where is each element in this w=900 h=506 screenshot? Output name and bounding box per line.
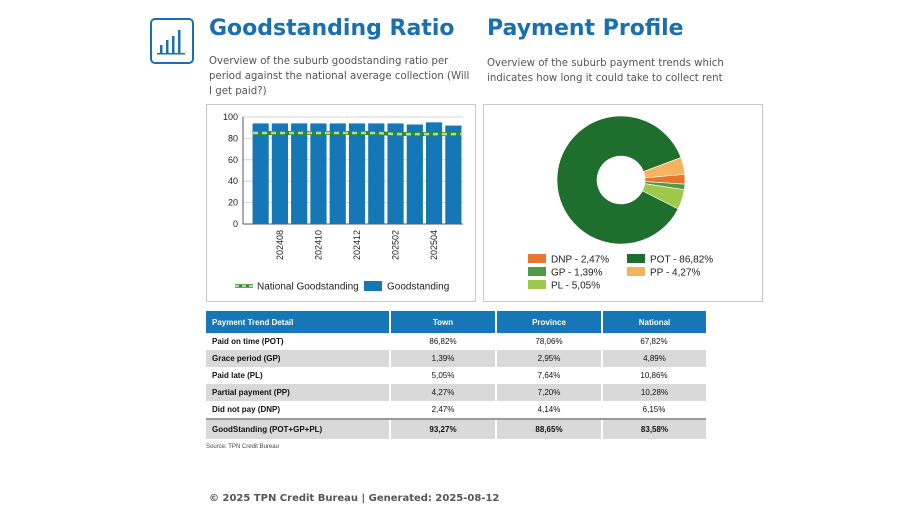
table-row: Grace period (GP) 1,39% 2,95% 4,89% (206, 350, 706, 367)
town-value: 86,82% (429, 337, 457, 346)
national-value: 67,82% (640, 337, 668, 346)
x-tick-label: 202502 (391, 230, 401, 260)
payment-profile-chart-panel: DNP - 2,47% POT - 86,82% GP - 1,39% PP - 4,… (483, 104, 763, 302)
y-tick-label: 20 (228, 198, 238, 208)
province-total: 88,65% (495, 418, 602, 439)
y-tick-label: 60 (228, 155, 238, 165)
goodstanding-bar (406, 124, 423, 224)
donut-slice-pot (556, 115, 682, 245)
donut-slice-pp (643, 157, 686, 179)
header-town: Town (389, 311, 496, 333)
x-tick-label: 202410 (313, 230, 323, 260)
row-label: Grace period (GP) (206, 350, 390, 367)
legend-label-pot: POT - 86,82% (650, 255, 713, 266)
goodstanding-bar (387, 123, 404, 224)
town-value: 1,39% (389, 350, 496, 367)
payment-profile-description: Overview of the suburb payment trends wh… (487, 58, 724, 84)
table-header-row: Payment Trend Detail Town Province Natio… (206, 311, 706, 333)
table-total-row: GoodStanding (POT+GP+PL) 93,27% 88,65% 8… (206, 418, 706, 439)
goodstanding-bar (368, 123, 385, 224)
goodstanding-bar-chart: 0 20 40 60 80 100 202408 202410 202412 202502 2025… (223, 112, 463, 293)
row-label: Partial payment (PP) (206, 384, 390, 401)
legend-national-label: National Goodstanding (257, 282, 359, 293)
goodstanding-bar (271, 123, 289, 224)
x-tick-label: 202412 (352, 230, 362, 260)
goodstanding-description: Overview of the suburb goodstanding rati… (209, 56, 470, 97)
national-value: 4,89% (601, 350, 706, 367)
province-value: 78,06% (535, 337, 563, 346)
x-tick-label: 202504 (429, 230, 439, 260)
goodstanding-bar (348, 123, 366, 224)
legend-swatch-gp (528, 267, 546, 276)
header-province: Province (495, 311, 602, 333)
y-tick-label: 80 (228, 133, 238, 143)
table-row: Partial payment (PP) 4,27% 7,20% 10,28% (206, 384, 706, 401)
payment-trend-table: Payment Trend Detail Town Province Natio… (206, 311, 706, 439)
national-value: 10,86% (640, 371, 668, 380)
bar-chart-icon (150, 18, 194, 64)
payment-profile-donut-chart: DNP - 2,47% POT - 86,82% GP - 1,39% PP - 4,… (528, 115, 713, 292)
legend-label-dnp: DNP - 2,47% (551, 255, 609, 266)
row-label: Paid late (PL) (212, 371, 263, 380)
national-total: 83,58% (601, 418, 706, 439)
table-row: Paid late (PL) 5,05% 7,64% 10,86% (206, 367, 706, 384)
national-value: 10,28% (601, 384, 706, 401)
row-label: Did not pay (DNP) (212, 405, 280, 414)
y-tick-label: 40 (228, 176, 238, 186)
footer-text: © 2025 TPN Credit Bureau | Generated: 20… (209, 493, 500, 504)
goodstanding-chart-panel: 0 20 40 60 80 100 202408 202410 202412 202502 2025… (206, 104, 476, 302)
town-total: 93,27% (389, 418, 496, 439)
province-value: 4,14% (537, 405, 561, 414)
goodstanding-bar (310, 123, 327, 224)
legend-goodstanding-label: Goodstanding (387, 282, 449, 293)
province-value: 7,64% (537, 371, 561, 380)
x-tick-label: 202408 (275, 230, 285, 260)
source-note: Source: TPN Credit Bureau (206, 444, 279, 450)
town-value: 2,47% (431, 405, 455, 414)
table-row: Did not pay (DNP) 2,47% 4,14% 6,15% (206, 401, 706, 419)
goodstanding-bar (329, 123, 346, 224)
national-goodstanding-line-dash (253, 131, 461, 136)
legend-swatch-pp (627, 267, 645, 276)
goodstanding-bar (252, 123, 269, 224)
y-tick-label: 100 (223, 112, 238, 122)
goodstanding-bar (445, 125, 462, 224)
national-value: 6,15% (642, 405, 666, 414)
goodstanding-title: Goodstanding Ratio (209, 16, 455, 41)
legend-swatch-dnp (528, 254, 546, 263)
legend-label-gp: GP - 1,39% (551, 268, 603, 279)
province-value: 7,20% (495, 384, 602, 401)
header-national: National (601, 311, 706, 333)
table-row: Paid on time (POT) 86,82% 78,06% 67,82% (206, 333, 706, 350)
y-tick-label: 0 (233, 219, 238, 229)
row-label: Paid on time (POT) (212, 337, 284, 346)
town-value: 4,27% (389, 384, 496, 401)
header-payment-trend-detail: Payment Trend Detail (206, 311, 390, 333)
legend-swatch-pl (528, 280, 546, 289)
legend-label-pl: PL - 5,05% (551, 281, 600, 292)
province-value: 2,95% (495, 350, 602, 367)
legend-label-pp: PP - 4,27% (650, 268, 701, 279)
legend-swatch-pot (627, 254, 645, 263)
payment-profile-title: Payment Profile (487, 16, 684, 41)
total-label: GoodStanding (POT+GP+PL) (206, 418, 390, 439)
goodstanding-bar (425, 122, 443, 224)
goodstanding-bar (291, 123, 308, 224)
town-value: 5,05% (431, 371, 455, 380)
legend-goodstanding-swatch (364, 281, 382, 291)
